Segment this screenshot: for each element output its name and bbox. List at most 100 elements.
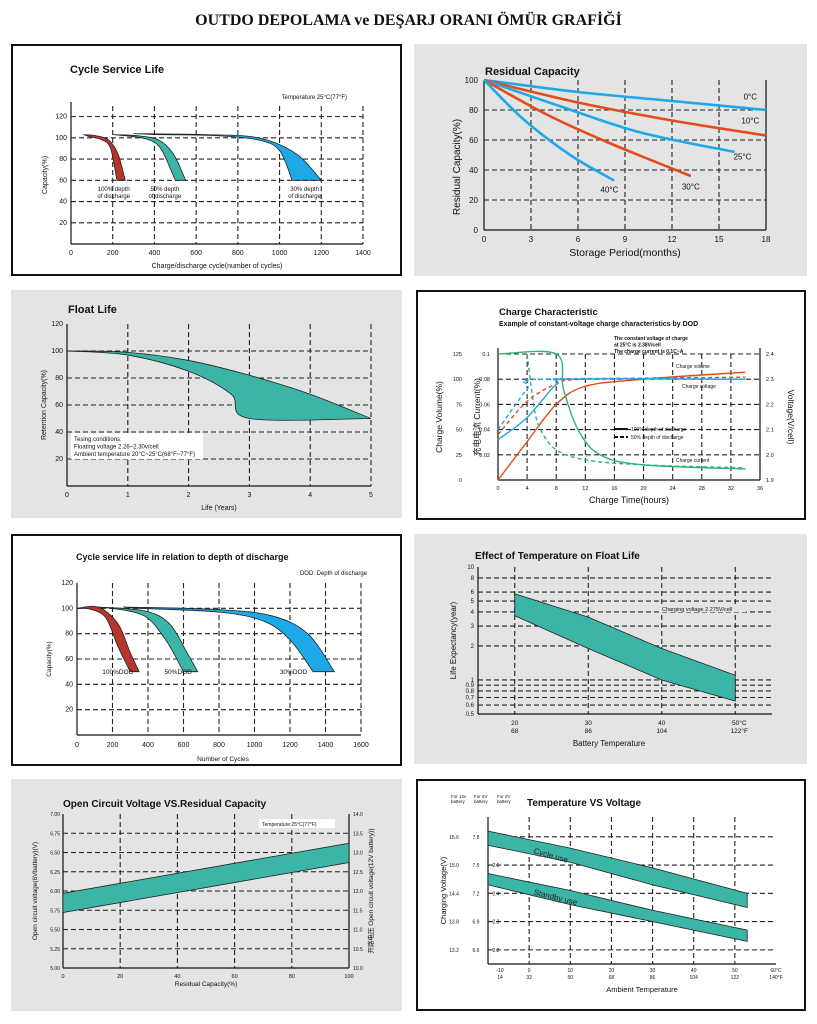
x-tick-label: 1200 [282,742,298,749]
y-tick-right: 10.5 [353,947,363,953]
capacity-line-3 [483,78,692,178]
y-tick-right: 11.5 [353,908,363,914]
x-tick-label: 3 [529,235,534,244]
x-tick-label: 200 [107,742,119,749]
y-tick-left1: 75 [456,402,462,408]
x-tick-label: 1 [126,492,130,499]
temperature-label: 30°C [682,183,700,192]
y-tick-label: 0.6 [466,703,475,709]
x-tick-label: 18 [762,235,771,244]
x-axis-label: Charge/discharge cycle(number of cycles) [152,263,283,270]
curve-label-voltage: Charge voltage [682,384,716,390]
y-tick-right: 1.9 [766,478,774,484]
y-tick-label: 80 [59,156,67,163]
y-axis-label-left2: 充电电流 Current(%) [472,378,482,456]
voltage-band-0 [487,830,748,908]
x-tick-f: 32 [526,975,532,981]
chart-cycle-service-life: Cycle Service Life 0 200 400 600 800 1000 1200 1… [42,64,371,270]
battery-column-header: For 6V battery [474,794,489,804]
y-tick-left1: 125 [453,352,462,358]
ocv-band [62,842,350,914]
y-tick-left: 6.25 [50,870,60,876]
y-tick-label: 100 [465,76,479,85]
y-tick-label: 2 [471,644,475,650]
chart-title: Open Circuit Voltage VS.Residual Capacit… [63,799,267,810]
charge-note: at 25°C is 2.38V/cell [614,343,661,349]
chart-subtitle: Example of constant-voltage charge chara… [499,321,698,328]
x-tick-label: 5 [369,492,373,499]
legend-item: 50% depth of discharge [631,435,684,441]
y-tick-label: 0.5 [466,712,475,718]
chart-temperature-float-life: Effect of Temperature on Float Life 0.5 0.… [449,551,772,748]
y-tick-label: 3 [471,624,475,630]
y-tick-label: 20 [55,456,63,463]
chart-ocv-residual: Open Circuit Voltage VS.Residual Capacit… [32,799,375,988]
x-axis-label: Battery Temperature [573,739,646,748]
y-tick-right: 2.2 [766,402,774,408]
y-tick-label: 20 [65,707,73,714]
x-tick-label: 400 [142,742,154,749]
chart-panel-temperature-float-life: Effect of Temperature on Float Life 0.5 0.… [414,534,807,764]
x-tick-label: 24 [670,486,676,492]
temperature-annotation: Temperature:25°C(77°F) [262,822,317,828]
y-tick-label: 40 [55,429,63,436]
chart-panel-residual-capacity: Residual Capacity 0 3 6 9 12 15 18 0 20 40 60 80 100 S… [414,44,807,276]
x-tick-label: 600 [178,742,190,749]
y-tick-12v: 15.6 [449,835,459,841]
y-tick-left2: 0.08 [479,377,490,383]
temperature-label: 25°C [734,153,752,162]
x-tick-label: 60 [232,974,238,980]
x-tick-label: 800 [232,250,244,257]
chart-title: Residual Capacity [485,66,581,78]
x-tick-label: 6 [576,235,581,244]
y-tick-label: 4 [471,610,475,616]
x-axis-label: Charge Time(hours) [589,495,669,505]
y-tick-right: 11.0 [353,928,363,934]
capacity-line-1 [483,78,767,137]
dod-label: 50%DOD [164,669,192,676]
x-tick-label: 0 [69,250,73,257]
y-tick-right: 12.5 [353,870,363,876]
y-tick-left2: 0.04 [479,428,490,434]
y-tick-label: 100 [51,348,63,355]
charge-line-4 [526,353,746,469]
y-tick-left1: 25 [456,453,462,459]
y-axis-label: Capacity(%) [42,156,49,194]
y-axis-label: Life Expectancy(year) [449,601,458,679]
y-tick-left: 5.25 [50,947,60,953]
charge-note: The charge current is 0.1C~A [614,349,684,355]
y-tick-label: 120 [61,580,73,587]
y-tick-right: 2.4 [766,352,774,358]
x-tick-f: 14 [497,975,503,981]
x-tick-c: 20 [511,720,519,727]
charging-voltage-annotation: Charging voltage 2.275V/cell [662,607,732,613]
temperature-label: 40°C [600,186,618,195]
x-tick-f: 104 [690,975,699,981]
x-tick-label: 80 [289,974,295,980]
x-tick-label: 200 [107,250,119,257]
dod-label: 100%DOD [102,669,133,676]
temperature-label: 0°C [744,93,758,102]
charge-line-0 [497,371,746,481]
x-tick-label: 3 [247,492,251,499]
y-tick-label: 100 [61,605,73,612]
x-tick-label: 4 [308,492,312,499]
x-tick-f: 50 [568,975,574,981]
dod-annotation: DOD: Depth of discharge [300,571,368,577]
y-tick-label: 100 [55,135,67,142]
dod-band-1 [98,606,199,673]
legend-item: 100% depth of discharge [631,427,687,433]
x-tick-label: 20 [117,974,123,980]
x-axis-label: Ambient Temperature [606,985,678,994]
y-axis-label-right: Voltage(V/cell) [786,390,796,445]
x-tick-f: 122 [731,975,740,981]
life-band [514,593,736,702]
x-tick-f: 140°F [769,975,782,981]
y-tick-2v: 2.4 [493,891,500,897]
y-tick-label: 80 [65,631,73,638]
y-axis-label: Charging Voltage(V) [439,856,448,924]
x-tick-c: 20 [609,968,615,974]
charge-note: The constant voltage of charge [614,336,688,342]
y-tick-label: 40 [469,166,478,175]
x-tick-label: 1000 [247,742,263,749]
